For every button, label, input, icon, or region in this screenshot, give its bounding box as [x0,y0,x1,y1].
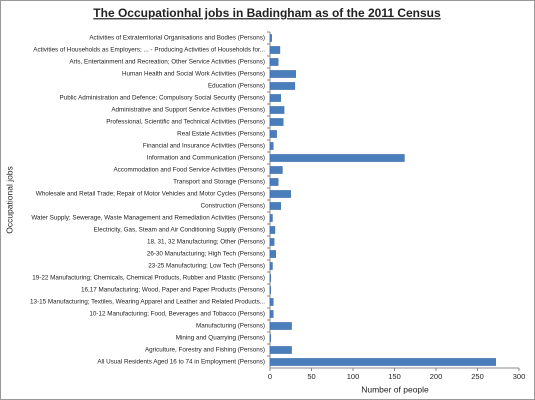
x-tick-label: 0 [268,372,272,381]
bar [269,130,277,138]
chart-title: The Occupationhal jobs in Badingham as o… [93,6,441,20]
bar [269,166,283,174]
x-tick-label: 150 [388,372,401,381]
y-tick-label: Water Supply; Sewerage, Waste Management… [31,215,265,222]
y-tick-label: Wholesale and Retail Trade; Repair of Mo… [36,191,265,198]
bar [269,82,296,90]
x-tick-label: 250 [471,372,484,381]
y-tick-label: Arts, Entertainment and Recreation; Othe… [69,59,265,66]
bar [269,298,274,306]
y-tick-label: Financial and Insurance Activities (Pers… [143,143,265,150]
bar [269,118,284,126]
bar [269,310,274,318]
y-tick-label: Accommodation and Food Service Activitie… [113,167,265,174]
y-tick-label: 13-15 Manufacturing; Textiles, Wearing A… [30,299,265,306]
bar [269,286,272,294]
y-tick-label: 23-25 Manufacturing; Low Tech (Persons) [148,263,265,270]
y-tick-label: Electricity, Gas, Steam and Air Conditio… [94,227,265,234]
y-tick-label: Mining and Quarrying (Persons) [176,335,265,342]
bar [269,94,281,102]
bar [269,202,281,210]
y-tick-label: Administrative and Support Service Activ… [111,107,265,114]
y-tick-label: Human Health and Social Work Activities … [122,71,265,78]
x-tick-label: 200 [430,372,443,381]
y-tick-label: Education (Persons) [208,83,265,90]
y-tick-label: Manufacturing (Persons) [196,323,265,330]
y-axis-label: Occupational jobs [4,166,14,234]
bar [269,178,279,186]
y-tick-label: Transport and Storage (Persons) [173,179,265,186]
y-tick-label: Public Administration and Defence; Compu… [60,95,265,102]
bar [269,262,273,270]
bar [269,154,405,162]
bar [269,346,292,354]
bar [269,70,296,78]
y-tick-label: Agriculture, Forestry and Fishing (Perso… [145,347,265,354]
bar [269,106,285,114]
y-tick-label: 19-22 Manufacturing; Chemicals, Chemical… [32,275,265,282]
y-tick-label: Activities of Households as Employers; .… [33,47,265,54]
bar [269,322,292,330]
bar [269,34,272,42]
x-tick-label: 100 [347,372,360,381]
bar [269,250,277,258]
bar [269,238,275,246]
y-tick-label: Activities of Extraterritorial Organisat… [89,35,265,42]
bar [269,274,272,282]
y-tick-label: Professional, Scientific and Technical A… [106,119,265,126]
bar [269,190,291,198]
x-tick-label: 300 [513,372,526,381]
y-tick-label: Construction (Persons) [201,203,265,210]
bar [269,358,496,366]
bar [269,58,279,66]
bar [269,226,276,234]
bar [269,214,273,222]
bar [269,142,274,150]
bar [269,46,281,54]
y-tick-label: All Usual Residents Aged 16 to 74 in Emp… [97,359,265,366]
y-tick-label: 16,17 Manufacturing; Wood, Paper and Pap… [81,287,265,294]
bar [269,334,272,342]
x-axis-label: Number of people [361,384,429,394]
y-tick-label: Information and Communication (Persons) [147,155,265,162]
y-tick-label: 18, 31, 32 Manufacturing; Other (Persons… [147,239,265,246]
y-tick-label: Real Estate Activities (Persons) [177,131,265,138]
x-tick-label: 50 [307,372,315,381]
y-tick-label: 26-30 Manufacturing; High Tech (Persons) [147,251,265,258]
y-tick-label: 10-12 Manufacturing; Food, Beverages and… [89,311,265,318]
